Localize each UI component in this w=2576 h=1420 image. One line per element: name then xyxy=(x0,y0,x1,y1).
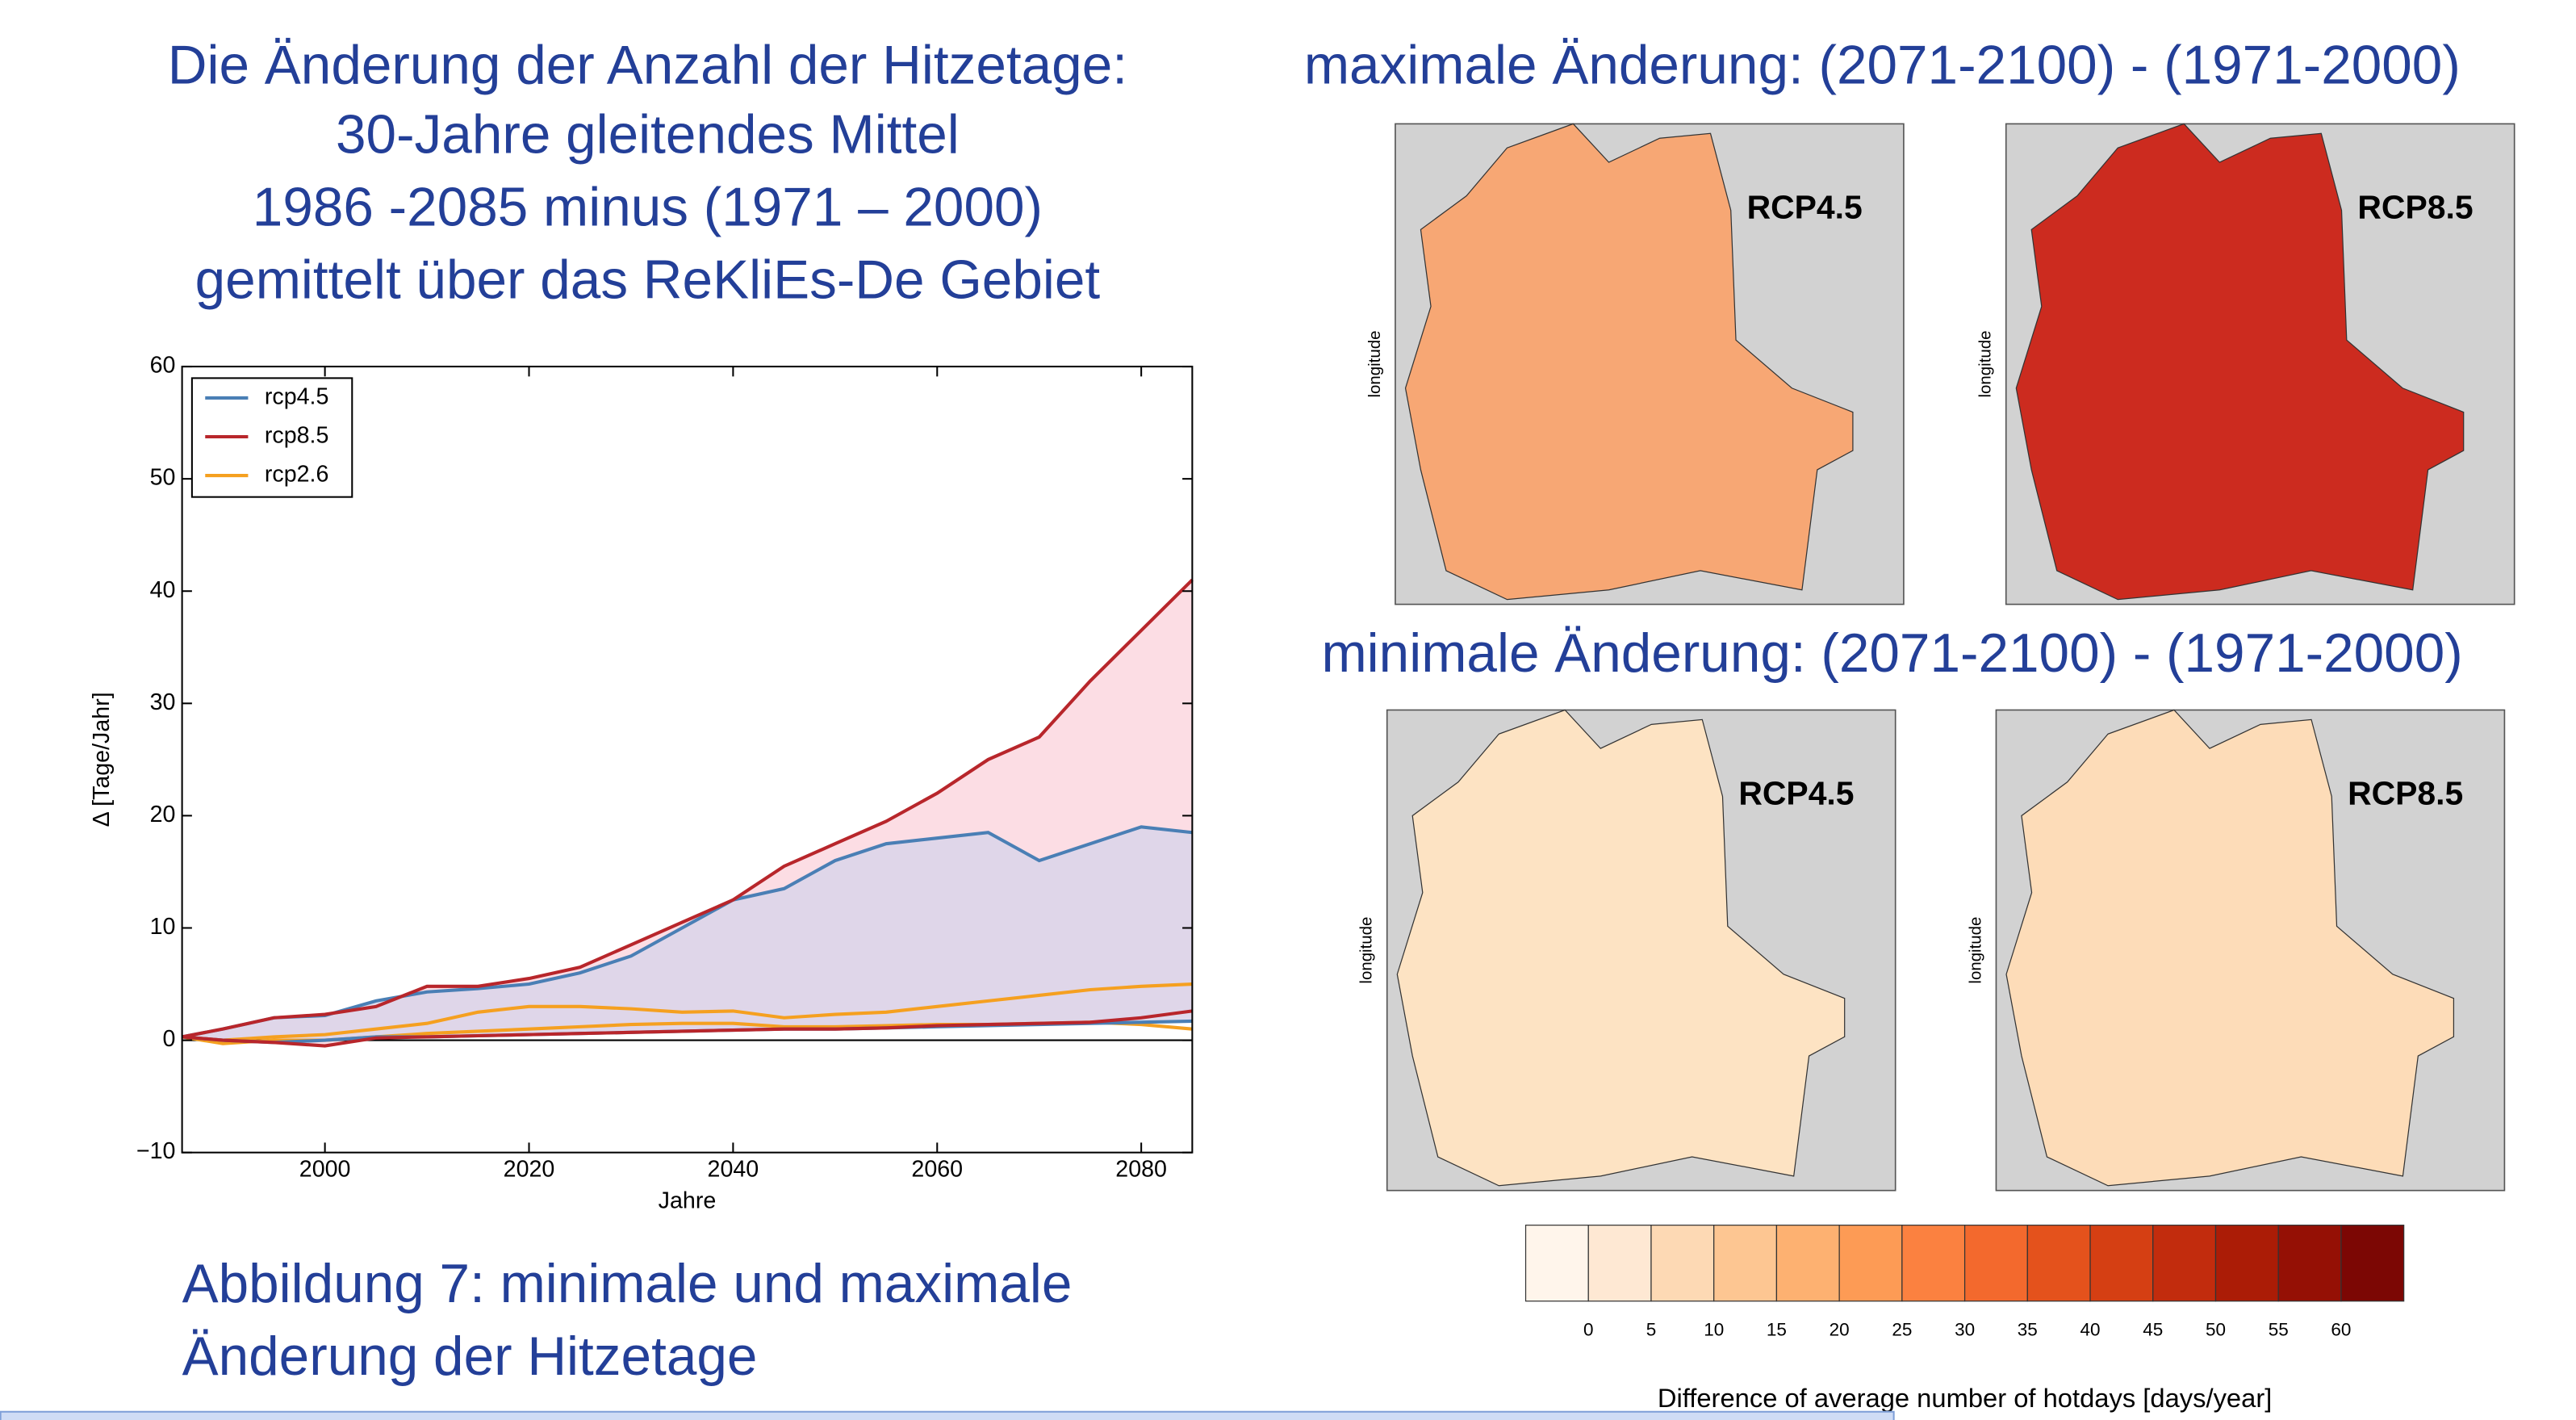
colorbar-segment xyxy=(1963,1225,2028,1302)
colorbar-tick-label: 30 xyxy=(1955,1319,1975,1339)
map-axis-label: longitude xyxy=(1976,331,1995,398)
map-axis-label: longitude xyxy=(1357,917,1376,984)
map-title: minimale Änderung: (2071-2100) - (1971-2… xyxy=(1321,623,2462,684)
plot-frame xyxy=(181,366,1194,1154)
colorbar-tick-label: 20 xyxy=(1830,1319,1850,1339)
caption-line: Abbildung 7: minimale und maximale xyxy=(182,1254,1073,1314)
x-axis-label: Jahre xyxy=(659,1188,717,1214)
colorbar-segment xyxy=(1713,1225,1778,1302)
colorbar-segment xyxy=(1524,1225,1589,1302)
colorbar-segment xyxy=(2026,1225,2091,1302)
y-tick-label: 20 xyxy=(150,802,176,827)
x-tick-label: 2060 xyxy=(911,1157,963,1183)
colorbar-segment xyxy=(1838,1225,1903,1302)
x-tick-label: 2020 xyxy=(504,1157,555,1183)
map-region xyxy=(2005,709,2455,1187)
bottom-bar xyxy=(0,1410,1895,1420)
y-axis-label: Δ [Tage/Jahr] xyxy=(89,692,115,827)
map-region xyxy=(1404,123,1854,601)
y-tick-label: 50 xyxy=(150,465,176,491)
map-label: RCP8.5 xyxy=(2348,775,2463,812)
map-region xyxy=(1396,709,1846,1187)
map-label: RCP4.5 xyxy=(1738,775,1854,812)
y-tick-label: 40 xyxy=(150,577,176,603)
colorbar-segment xyxy=(1901,1225,1966,1302)
map-region xyxy=(2015,123,2465,601)
left-title-line: 1986 -2085 minus (1971 – 2000) xyxy=(253,178,1043,238)
range-fill xyxy=(182,827,1193,1043)
legend-label: rcp4.5 xyxy=(265,383,329,409)
colorbar-tick-label: 35 xyxy=(2018,1319,2038,1339)
map-axis-label: longitude xyxy=(1966,917,1984,984)
left-title-line: 30-Jahre gleitendes Mittel xyxy=(336,105,960,165)
caption-line: Änderung der Hitzetage xyxy=(182,1326,758,1387)
colorbar-tick-label: 15 xyxy=(1767,1319,1787,1339)
colorbar-segment xyxy=(2340,1225,2405,1302)
x-tick-label: 2000 xyxy=(299,1157,351,1183)
colorbar-segment xyxy=(1650,1225,1715,1302)
map-label: RCP4.5 xyxy=(1747,189,1863,226)
map-axis-label: longitude xyxy=(1365,331,1384,398)
y-tick-label: 0 xyxy=(163,1026,176,1052)
left-title-line: Die Änderung der Anzahl der Hitzetage: xyxy=(168,36,1127,96)
map-title: maximale Änderung: (2071-2100) - (1971-2… xyxy=(1304,36,2461,96)
colorbar-tick-label: 10 xyxy=(1704,1319,1724,1339)
colorbar-segment xyxy=(1775,1225,1840,1302)
colorbar-tick-label: 45 xyxy=(2143,1319,2163,1339)
left-title-line: gemittelt über das ReKliEs-De Gebiet xyxy=(195,250,1101,311)
colorbar-tick-label: 50 xyxy=(2206,1319,2226,1339)
colorbar-segment xyxy=(2214,1225,2279,1302)
legend-label: rcp8.5 xyxy=(265,423,329,449)
colorbar-tick-label: 5 xyxy=(1646,1319,1657,1339)
legend-label: rcp2.6 xyxy=(265,462,329,488)
colorbar-segment xyxy=(2277,1225,2342,1302)
x-tick-label: 2040 xyxy=(708,1157,759,1183)
series-line xyxy=(182,578,1194,1039)
x-tick-label: 2080 xyxy=(1115,1157,1167,1183)
colorbar-segment xyxy=(2089,1225,2154,1302)
y-tick-label: −10 xyxy=(136,1138,176,1164)
y-tick-label: 60 xyxy=(150,353,176,379)
colorbar-tick-label: 0 xyxy=(1583,1319,1594,1339)
colorbar-tick-label: 40 xyxy=(2080,1319,2101,1339)
colorbar-segment xyxy=(1587,1225,1652,1302)
y-tick-label: 30 xyxy=(150,689,176,715)
colorbar-label: Difference of average number of hotdays … xyxy=(1658,1383,2272,1413)
colorbar-tick-label: 25 xyxy=(1892,1319,1912,1339)
series-line xyxy=(182,982,1193,1042)
series-line xyxy=(182,1009,1193,1048)
colorbar-tick-label: 60 xyxy=(2331,1319,2351,1339)
colorbar-segment xyxy=(2152,1225,2217,1302)
y-tick-label: 10 xyxy=(150,914,176,940)
colorbar-tick-label: 55 xyxy=(2269,1319,2289,1339)
map-label: RCP8.5 xyxy=(2357,189,2473,226)
